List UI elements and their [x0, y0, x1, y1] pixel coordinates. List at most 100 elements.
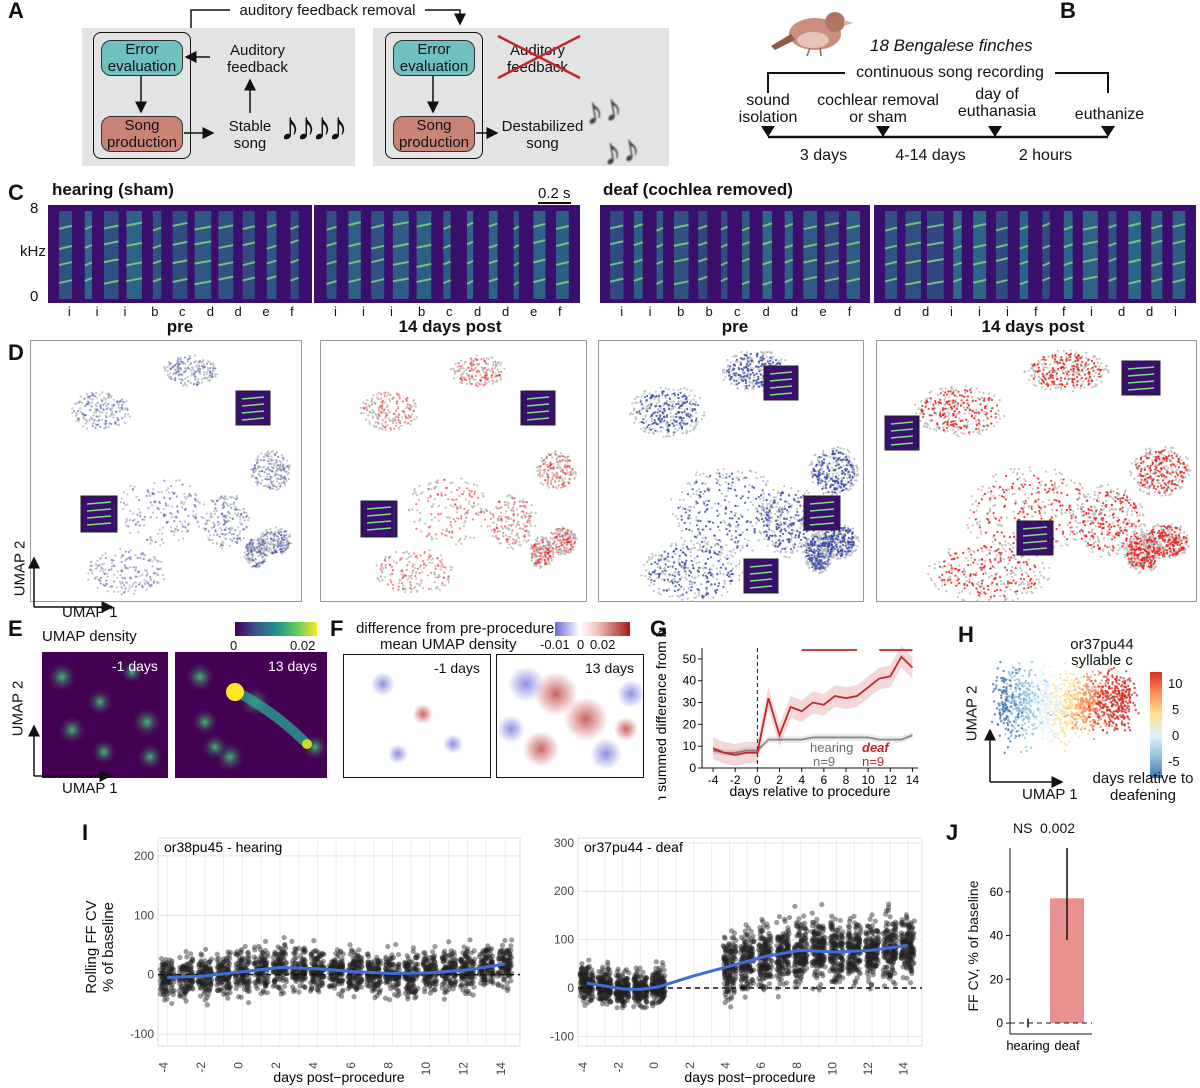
i-point: [598, 969, 605, 975]
i-point: [845, 940, 851, 947]
syllable-label: i: [648, 304, 652, 319]
i-point: [316, 971, 322, 977]
i-point: [606, 977, 612, 983]
i-point: [393, 976, 400, 983]
i-point: [187, 978, 193, 984]
i-point: [891, 927, 897, 933]
i-point: [829, 956, 835, 962]
i-point: [295, 972, 301, 978]
i-point: [169, 984, 175, 990]
i-point: [579, 969, 585, 975]
i-point: [623, 977, 629, 983]
i-point: [393, 963, 399, 970]
i-point: [809, 910, 815, 916]
i-point: [259, 950, 266, 957]
i-point: [639, 991, 645, 997]
i-point: [386, 974, 392, 980]
i-title: or37pu44 - deaf: [584, 839, 683, 855]
i-point: [180, 980, 186, 986]
i-point: [847, 941, 853, 947]
i-point: [723, 975, 729, 981]
i-point: [275, 956, 281, 962]
i-point: [335, 981, 341, 987]
i-point: [619, 997, 625, 1003]
i-point: [582, 992, 588, 998]
i-point: [489, 967, 495, 973]
i-point: [741, 946, 747, 952]
i-point: [262, 980, 268, 986]
i-point: [832, 974, 838, 981]
i-point: [619, 977, 625, 983]
syllable-label: i: [95, 304, 99, 319]
i-point: [242, 982, 248, 988]
i-point: [885, 969, 891, 975]
i-point: [318, 959, 324, 966]
i-point: [854, 922, 860, 928]
i-point: [748, 968, 755, 974]
i-point: [588, 971, 594, 977]
i-point: [642, 980, 648, 986]
i-point: [182, 977, 188, 984]
i-point: [777, 944, 783, 950]
i-point: [277, 968, 283, 975]
i-point: [160, 960, 166, 966]
panel-h-tick-neg5: -5: [1168, 754, 1180, 769]
i-point: [280, 961, 286, 967]
syllable-label: b: [705, 304, 713, 319]
i-point: [504, 966, 510, 972]
j-ytick-label: 0: [996, 1016, 1003, 1030]
i-point: [852, 961, 858, 967]
i-point: [834, 941, 840, 948]
i-point: [163, 978, 170, 984]
i-point: [621, 979, 627, 985]
i-point: [221, 959, 227, 965]
i-point: [583, 969, 589, 975]
i-point: [447, 983, 453, 989]
i-point: [366, 966, 372, 972]
i-point: [763, 962, 769, 968]
i-point: [631, 995, 637, 1001]
i-point: [588, 977, 594, 984]
umap-hearing-pre: [30, 340, 302, 602]
i-point: [401, 963, 408, 969]
i-point: [892, 970, 898, 976]
i-point: [409, 974, 415, 980]
i-point: [747, 979, 753, 985]
i-point: [632, 979, 638, 986]
i-point: [906, 938, 912, 945]
i-point: [815, 960, 821, 966]
i-point: [486, 953, 492, 960]
i-point: [632, 983, 638, 989]
i-point: [764, 942, 771, 948]
i-point: [767, 962, 774, 968]
i-point: [613, 973, 619, 979]
density-map-post: [175, 652, 327, 778]
i-point: [847, 953, 853, 959]
i-point: [499, 967, 505, 973]
i-point: [471, 984, 477, 990]
i-point: [599, 964, 606, 970]
i-point: [244, 972, 250, 978]
i-point: [171, 987, 177, 994]
i-point: [214, 976, 220, 982]
i-point: [614, 982, 621, 988]
i-point: [776, 957, 782, 963]
i-point: [604, 966, 610, 972]
i-point: [796, 930, 802, 937]
i-point: [160, 980, 167, 986]
i-point: [907, 964, 913, 970]
i-point: [760, 964, 766, 970]
recording-label: continuous song recording: [845, 64, 1055, 81]
i-point: [804, 960, 810, 966]
i-point: [867, 960, 874, 966]
i-point: [265, 953, 271, 959]
i-point: [903, 912, 909, 918]
i-point: [623, 992, 629, 998]
i-point: [890, 921, 896, 927]
i-point: [764, 971, 770, 978]
i-point: [604, 980, 610, 986]
i-point: [900, 931, 906, 937]
i-point: [355, 980, 361, 986]
i-point: [476, 954, 483, 960]
i-point: [402, 960, 408, 966]
